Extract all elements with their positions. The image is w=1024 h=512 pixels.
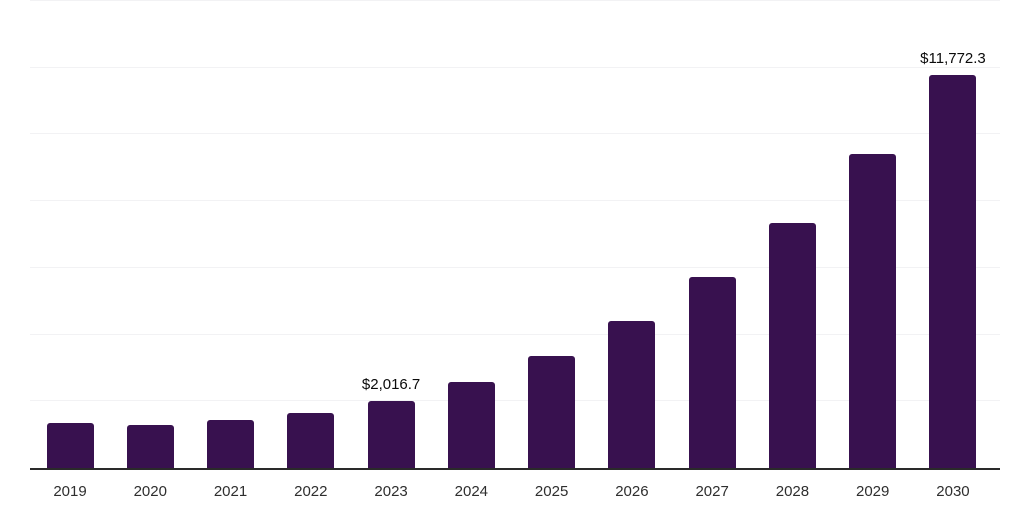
x-tick-label-2023: 2023 <box>374 483 408 500</box>
bar-2023 <box>367 400 415 468</box>
x-tick-label-2021: 2021 <box>213 483 248 500</box>
x-tick-label-2025: 2025 <box>534 483 569 500</box>
bar-2029 <box>849 153 897 468</box>
bar-2021 <box>207 419 255 468</box>
bar-2025 <box>528 356 576 468</box>
gridline <box>30 200 1000 202</box>
bar-2022 <box>287 412 335 468</box>
bar-value-label-2023: $2,016.7 <box>361 375 421 393</box>
x-tick-label-2022: 2022 <box>294 483 328 500</box>
x-tick-label-2027: 2027 <box>695 483 729 500</box>
bar-2024 <box>447 381 495 468</box>
gridline <box>30 333 1000 335</box>
bar-2028 <box>768 222 816 468</box>
bar-2020 <box>126 424 174 468</box>
gridline <box>30 266 1000 268</box>
x-tick-label-2026: 2026 <box>615 483 649 500</box>
plot-area: $2,016.7 $11,772.3 <box>30 0 1000 470</box>
x-tick-label-2020: 2020 <box>133 483 167 500</box>
gridline <box>30 66 1000 68</box>
x-tick-label-2028: 2028 <box>775 483 810 500</box>
gridline <box>30 0 1000 1</box>
bar-value-label-2030: $11,772.3 <box>920 50 986 68</box>
bar-2026 <box>608 320 656 468</box>
gridline <box>30 133 1000 135</box>
x-tick-label-2030: 2030 <box>936 483 970 500</box>
bar-2019 <box>46 422 94 468</box>
bar-2027 <box>688 277 736 468</box>
x-tick-label-2019: 2019 <box>53 483 87 500</box>
bar-2030 <box>929 75 977 468</box>
x-tick-label-2024: 2024 <box>454 483 489 500</box>
x-tick-label-2029: 2029 <box>856 483 890 500</box>
gridline <box>30 400 1000 402</box>
